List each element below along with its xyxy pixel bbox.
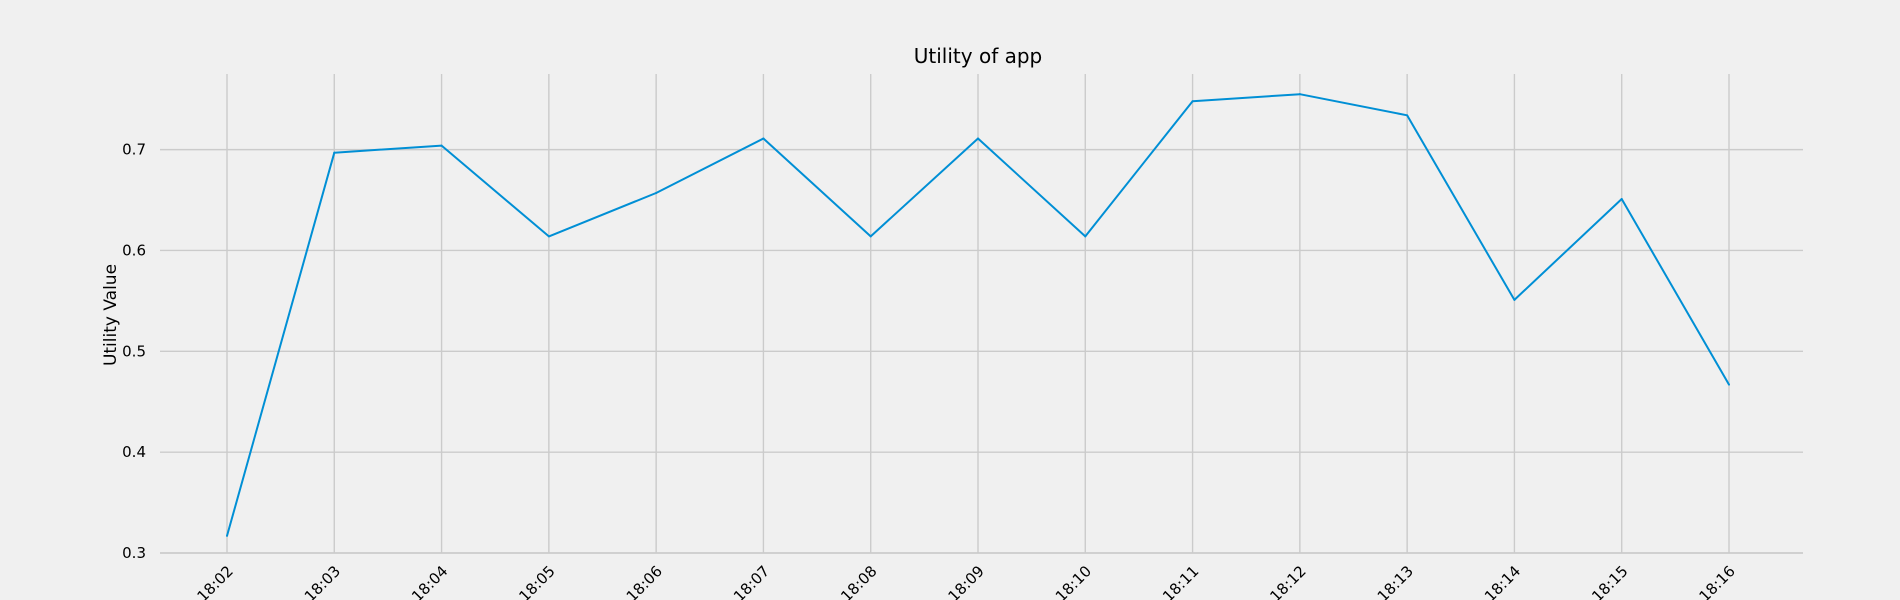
data-point xyxy=(870,235,872,237)
x-tick-label: 18:14 xyxy=(1481,562,1524,600)
x-tick-labels: 18:02 18:03 18:04 18:05 18:06 18:07 18:08 18:09… xyxy=(194,562,1739,600)
chart-title: Utility of app xyxy=(914,44,1042,68)
y-axis-label: Utility Value xyxy=(101,264,121,366)
x-tick-label: 18:11 xyxy=(1159,562,1202,600)
data-point xyxy=(441,145,443,147)
x-tick-label: 18:02 xyxy=(194,562,237,600)
x-tick-label: 18:05 xyxy=(515,562,558,600)
y-tick-label: 0.6 xyxy=(122,241,146,259)
y-tick-label: 0.4 xyxy=(122,443,146,461)
x-tick-label: 18:08 xyxy=(837,562,880,600)
data-point xyxy=(1621,198,1623,200)
y-tick-label: 0.5 xyxy=(122,342,146,360)
data-point xyxy=(333,152,335,154)
y-tick-labels: 0.3 0.4 0.5 0.6 0.7 xyxy=(122,141,146,562)
x-tick-label: 18:07 xyxy=(730,562,773,600)
data-point xyxy=(762,138,764,140)
data-point xyxy=(1192,100,1194,102)
x-tick-label: 18:16 xyxy=(1696,562,1739,600)
data-point xyxy=(226,535,228,537)
x-tick-label: 18:03 xyxy=(301,562,344,600)
x-tick-label: 18:09 xyxy=(945,562,988,600)
data-point xyxy=(655,192,657,194)
data-point xyxy=(1406,114,1408,116)
x-tick-label: 18:12 xyxy=(1266,562,1309,600)
data-point xyxy=(1299,93,1301,95)
x-tick-label: 18:04 xyxy=(408,562,451,600)
data-point xyxy=(1513,299,1515,301)
data-point xyxy=(1728,384,1730,386)
data-point xyxy=(977,138,979,140)
x-tick-label: 18:06 xyxy=(623,562,666,600)
x-tick-label: 18:10 xyxy=(1052,562,1095,600)
x-tick-label: 18:13 xyxy=(1374,562,1417,600)
y-tick-label: 0.7 xyxy=(122,141,146,159)
y-tick-label: 0.3 xyxy=(122,544,146,562)
data-point xyxy=(548,235,550,237)
grid-layer xyxy=(160,74,1803,553)
data-point xyxy=(1084,235,1086,237)
x-tick-label: 18:15 xyxy=(1588,562,1631,600)
